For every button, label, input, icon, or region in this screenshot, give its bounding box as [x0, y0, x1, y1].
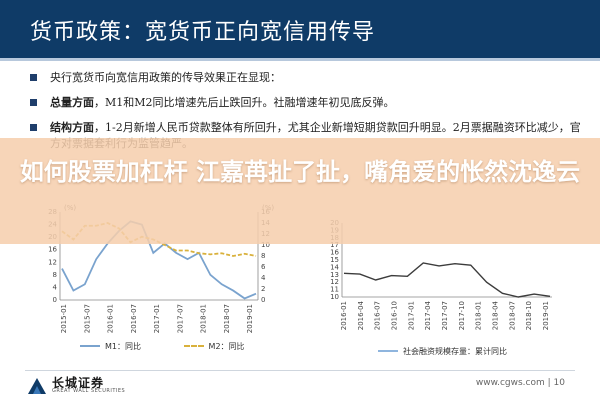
- bullet-bold: 总量方面: [50, 96, 94, 109]
- right-chart-x-tick-label: 2018-01: [475, 301, 483, 330]
- company-logo: 长城证券 GREAT WALL SECURITIES: [28, 374, 148, 396]
- footer-site-page: www.cgws.com | 10: [476, 378, 565, 388]
- header: 货币政策：宽货币正向宽信用传导: [0, 0, 600, 58]
- right-chart-x-tick-label: 2018-04: [492, 300, 500, 330]
- x-tick-label: 2017-07: [176, 304, 184, 333]
- header-divider: [0, 58, 600, 61]
- right-y-tick-label: 6: [261, 263, 266, 271]
- bullet-text: ，M1和M2同比增速先后止跌回升。社融增速年初见底反弹。: [94, 96, 395, 109]
- left-y-tick-label: 8: [53, 271, 57, 279]
- right-chart-x-tick-label: 2017-10: [458, 301, 466, 330]
- right-chart-x-tick-label: 2019-01: [542, 301, 550, 330]
- logo-chinese-name: 长城证券: [52, 376, 105, 390]
- left-y-tick-label: 4: [53, 283, 58, 291]
- legend-label-m2: M2：同比: [208, 341, 245, 351]
- legend-left: M1：同比 M2：同比: [80, 340, 285, 352]
- m1-series-line: [61, 220, 257, 300]
- right-chart-y-tick-label: 12: [330, 278, 339, 286]
- right-chart-y-tick-label: 14: [330, 263, 339, 271]
- header-title: 货币政策：宽货币正向宽信用传导: [30, 20, 376, 45]
- legend-swatch-social: [378, 350, 398, 352]
- left-y-tick-label: 12: [48, 258, 57, 266]
- bullet-square-icon: [30, 124, 37, 131]
- legend-label-m1: M1：同比: [105, 341, 141, 351]
- bullet-text: 央行宽货币向宽信用政策的传导效果正在显现：: [50, 71, 281, 84]
- bullet-item: 总量方面，M1和M2同比增速先后止跌回升。社融增速年初见底反弹。: [28, 95, 583, 111]
- right-chart-x-tick-label: 2018-07: [508, 301, 516, 330]
- legend-label-social: 社会融资规模存量：累计同比: [403, 346, 507, 356]
- right-chart-x-tick-label: 2016-01: [340, 301, 348, 330]
- logo-mark-icon: [28, 378, 46, 394]
- right-chart-y-tick-label: 16: [330, 249, 339, 257]
- x-tick-label: 2019-01: [246, 304, 254, 333]
- x-tick-label: 2015-07: [83, 304, 91, 333]
- legend-item-social: 社会融资规模存量：累计同比: [378, 346, 507, 357]
- right-chart-x-tick-label: 2017-07: [441, 301, 449, 330]
- legend-item-m1: M1：同比: [80, 341, 141, 352]
- right-y-tick-label: 4: [261, 274, 266, 282]
- right-chart-x-tick-label: 2016-04: [357, 300, 365, 330]
- right-chart-x-tick-label: 2016-07: [374, 301, 382, 330]
- right-y-tick-label: 8: [261, 252, 265, 260]
- right-chart-y-tick-label: 13: [330, 271, 339, 279]
- overlay-headline: 如何股票加杠杆 江嘉苒扯了扯，嘴角爱的怅然沈逸云: [19, 158, 581, 186]
- right-y-tick-label: 10: [261, 241, 270, 249]
- footer-site: www.cgws.com: [475, 378, 545, 388]
- footer-separator: |: [547, 378, 554, 388]
- logo-english-name: GREAT WALL SECURITIES: [52, 388, 126, 394]
- footer-divider: [25, 370, 575, 371]
- right-chart-y-tick-label: 11: [330, 286, 339, 294]
- x-tick-label: 2017-01: [153, 304, 161, 333]
- left-y-tick-label: 0: [53, 296, 57, 304]
- right-chart-x-tick-label: 2016-10: [391, 301, 399, 330]
- right-chart-y-tick-label: 15: [330, 256, 339, 264]
- right-chart-x-tick-label: 2017-04: [424, 300, 432, 330]
- x-tick-label: 2016-07: [130, 304, 138, 333]
- bullet-bold: 结构方面: [50, 121, 94, 134]
- right-y-tick-label: 0: [261, 296, 265, 304]
- right-chart-x-tick-label: 2018-10: [525, 301, 533, 330]
- overlay-band: [0, 138, 600, 244]
- social-financing-series-line: [343, 262, 551, 298]
- legend-item-m2: M2：同比: [183, 341, 245, 352]
- bullet-item: 央行宽货币向宽信用政策的传导效果正在显现：: [28, 70, 583, 86]
- right-y-tick-label: 2: [261, 285, 265, 293]
- legend-swatch-m1: [80, 345, 100, 347]
- left-y-tick-label: 16: [48, 246, 57, 254]
- x-tick-label: 2016-01: [107, 304, 115, 333]
- x-tick-label: 2018-01: [200, 304, 208, 333]
- right-chart-y-tick-label: 10: [330, 293, 339, 301]
- x-tick-label: 2015-01: [60, 304, 68, 333]
- x-tick-label: 2018-07: [223, 304, 231, 333]
- bullet-square-icon: [30, 74, 37, 81]
- right-chart-x-tick-label: 2017-01: [407, 301, 415, 330]
- legend-right: 社会融资规模存量：累计同比: [378, 345, 547, 357]
- page-number: 10: [553, 378, 565, 388]
- legend-swatch-m2: [183, 345, 204, 347]
- bullet-square-icon: [30, 99, 37, 106]
- right-chart-y-tick-label: 17: [330, 241, 339, 249]
